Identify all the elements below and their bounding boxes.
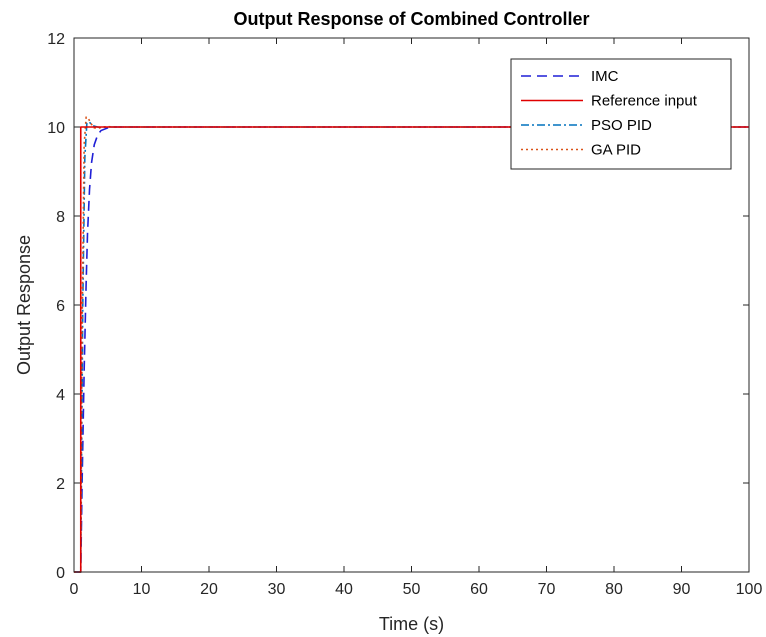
y-axis-label: Output Response [14, 235, 34, 375]
y-tick-label: 0 [56, 565, 65, 582]
y-tick-label: 2 [56, 476, 65, 493]
y-tick-label: 8 [56, 209, 65, 226]
x-tick-label: 20 [200, 581, 218, 598]
x-tick-label: 0 [70, 581, 79, 598]
x-axis-label: Time (s) [379, 614, 444, 634]
chart-title: Output Response of Combined Controller [234, 9, 590, 29]
x-tick-label: 50 [403, 581, 421, 598]
x-tick-label: 100 [736, 581, 763, 598]
y-tick-label: 4 [56, 387, 65, 404]
x-tick-label: 80 [605, 581, 623, 598]
plot-frame [73, 37, 750, 573]
series-line-ga-pid [74, 116, 749, 573]
x-tick-label: 10 [133, 581, 151, 598]
legend-entry-label: GA PID [591, 142, 641, 159]
legend-entry-label: PSO PID [591, 117, 652, 134]
series-line-imc [74, 126, 749, 573]
series-line-pso-pid [74, 120, 749, 573]
axis-ticks: 0 10 20 30 40 50 60 70 80 90 100 0 2 4 6 8 10 12 [47, 31, 762, 598]
x-tick-label: 30 [268, 581, 286, 598]
y-tick-label: 12 [47, 31, 65, 48]
legend-entry-label: IMC [591, 68, 619, 85]
x-tick-label: 40 [335, 581, 353, 598]
x-tick-label: 70 [538, 581, 556, 598]
legend-box [510, 58, 732, 170]
x-tick-label: 90 [673, 581, 691, 598]
y-tick-label: 10 [47, 120, 65, 137]
legend-entry-label: Reference input [591, 93, 698, 110]
legend: IMC Reference input PSO PID GA PID [510, 58, 732, 170]
x-tick-label: 60 [470, 581, 488, 598]
y-tick-label: 6 [56, 298, 65, 315]
